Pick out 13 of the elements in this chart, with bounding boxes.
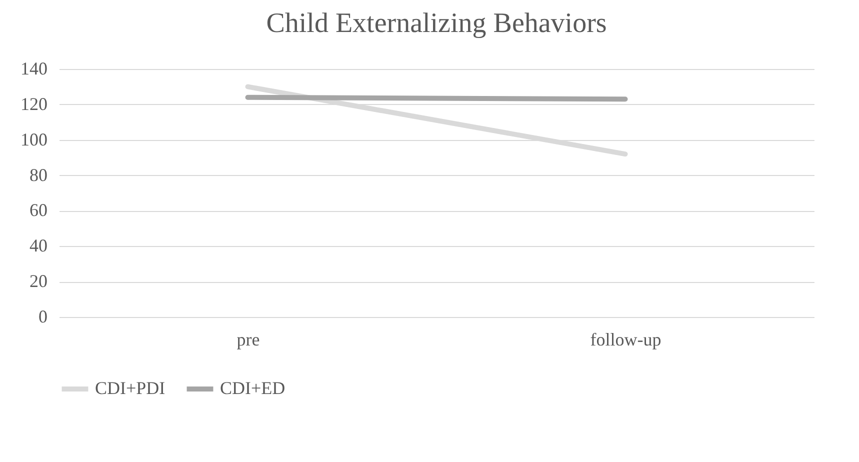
y-tick-label: 0 [38, 306, 48, 326]
y-tick-label: 20 [30, 271, 48, 292]
x-tick-label: pre [236, 330, 260, 350]
y-tick-label: 140 [20, 58, 48, 78]
y-tick-label: 100 [20, 129, 48, 150]
y-tick-label: 60 [30, 200, 48, 220]
legend-label: CDI+PDI [95, 378, 166, 398]
y-tick-label: 40 [30, 236, 48, 256]
y-tick-label: 80 [30, 164, 48, 185]
legend-label: CDI+ED [220, 378, 286, 398]
chart-title: Child Externalizing Behaviors [266, 8, 607, 39]
y-tick-label: 120 [20, 94, 48, 114]
x-tick-label: follow-up [590, 330, 662, 350]
